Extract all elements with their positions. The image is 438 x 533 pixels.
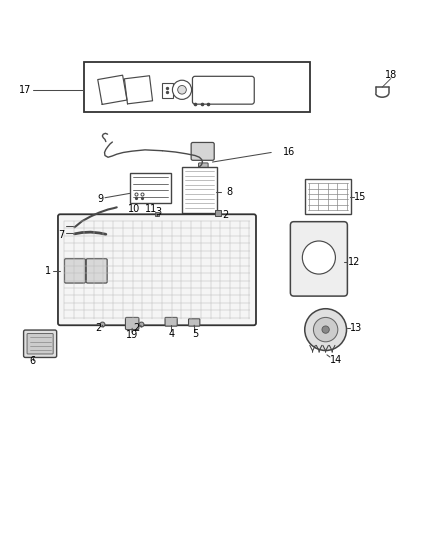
Text: 11: 11 (145, 204, 158, 214)
FancyBboxPatch shape (198, 163, 208, 170)
Text: 15: 15 (354, 192, 366, 202)
FancyBboxPatch shape (84, 62, 311, 112)
Circle shape (178, 85, 186, 94)
Text: 17: 17 (19, 85, 32, 95)
FancyBboxPatch shape (290, 222, 347, 296)
Text: 2: 2 (133, 324, 139, 333)
FancyBboxPatch shape (125, 318, 139, 329)
Circle shape (302, 241, 336, 274)
FancyBboxPatch shape (27, 334, 53, 354)
Circle shape (305, 309, 346, 351)
Text: 2: 2 (95, 324, 101, 333)
Text: 19: 19 (126, 330, 138, 340)
Text: 18: 18 (385, 70, 397, 80)
Text: 3: 3 (155, 207, 161, 217)
FancyBboxPatch shape (191, 142, 214, 160)
FancyBboxPatch shape (182, 167, 217, 213)
Text: 1: 1 (45, 266, 51, 276)
Text: 13: 13 (350, 324, 362, 333)
Circle shape (173, 80, 191, 99)
Text: 10: 10 (128, 204, 140, 214)
Text: 7: 7 (58, 230, 64, 240)
FancyBboxPatch shape (64, 259, 85, 283)
Text: 16: 16 (283, 148, 295, 157)
Text: 5: 5 (192, 329, 198, 339)
Text: 12: 12 (348, 257, 360, 267)
Text: 9: 9 (98, 194, 104, 204)
Circle shape (322, 326, 329, 333)
FancyBboxPatch shape (188, 319, 200, 326)
Text: 8: 8 (226, 187, 232, 197)
Text: 2: 2 (223, 209, 229, 220)
FancyBboxPatch shape (24, 330, 57, 358)
Text: 14: 14 (329, 355, 342, 365)
Text: 6: 6 (30, 357, 36, 366)
FancyBboxPatch shape (86, 259, 107, 283)
Text: 4: 4 (168, 329, 174, 339)
FancyBboxPatch shape (162, 83, 173, 98)
FancyBboxPatch shape (165, 318, 177, 326)
Circle shape (314, 318, 338, 342)
FancyBboxPatch shape (192, 76, 254, 104)
FancyBboxPatch shape (58, 214, 256, 325)
FancyBboxPatch shape (305, 179, 351, 214)
FancyBboxPatch shape (130, 173, 171, 204)
